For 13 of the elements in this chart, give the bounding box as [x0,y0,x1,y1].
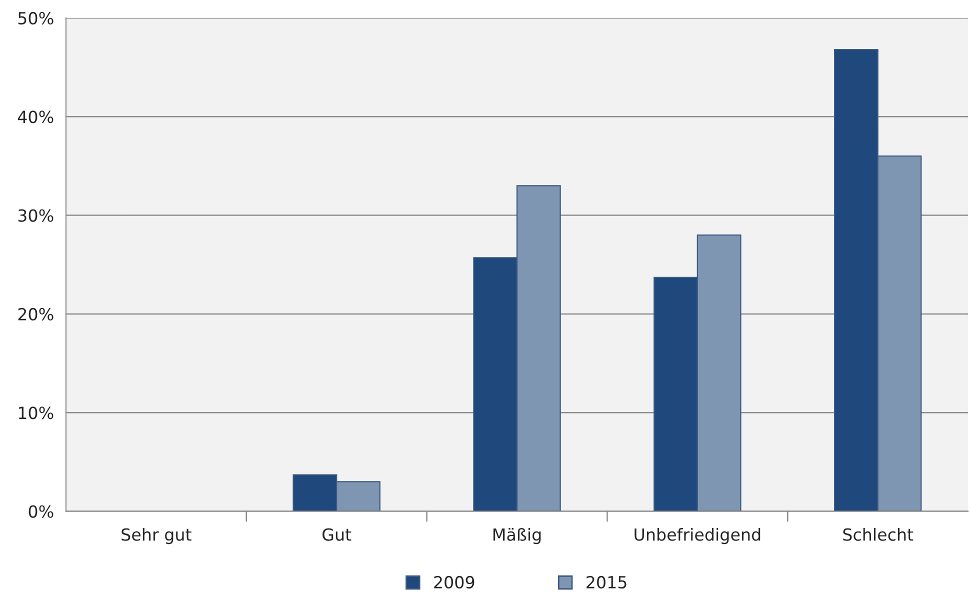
legend-label: 2015 [586,576,626,589]
y-tick-label: 30% [18,209,54,222]
legend-label: 2009 [434,576,474,589]
x-tick-label: Sehr gut [122,528,192,544]
x-tick-label: Mäßig [493,528,541,544]
y-tick-label: 20% [18,308,54,321]
y-tick-label: 10% [18,406,54,420]
y-tick-label: 50% [18,12,54,25]
y-tick-label: 40% [18,110,54,124]
x-tick-label: Unbefriedigend [634,528,760,544]
x-tick-label: Schlecht [843,528,914,541]
x-tick-label: Gut [322,528,352,541]
y-tick-label: 0% [28,505,54,518]
